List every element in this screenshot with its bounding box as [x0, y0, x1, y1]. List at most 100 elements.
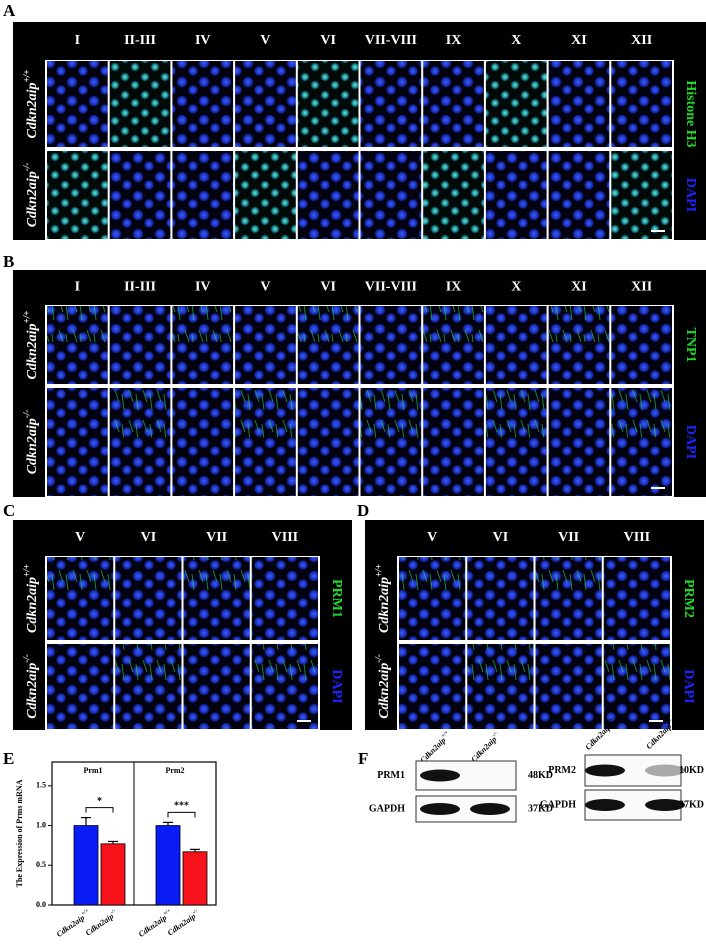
micrograph: [360, 61, 422, 147]
size-label: 37KD: [528, 803, 553, 814]
stain-label: PRM1: [329, 579, 344, 618]
micrograph: [548, 388, 610, 496]
y-axis-label: The Expression of Prms mRNA: [15, 779, 24, 887]
superscript: +/+: [81, 908, 91, 917]
stage-label: VII-VIII: [365, 280, 417, 295]
gene: Cdkn2aip: [25, 418, 40, 474]
bar: [73, 825, 99, 906]
stage-label: V: [427, 530, 437, 545]
blot-band: [420, 769, 460, 782]
stain-label: PRM2: [681, 579, 696, 618]
stage-label: VI: [320, 33, 336, 48]
micrograph: [548, 151, 610, 239]
stain-signal: [548, 306, 610, 342]
stain-signal: [47, 306, 108, 342]
significance-label: *: [97, 796, 102, 807]
blot-band: [420, 803, 460, 815]
stage-label: IV: [195, 33, 211, 48]
panel-label: C: [3, 501, 15, 520]
stain-signal: [251, 644, 318, 684]
genotype-label: Cdkn2aip-/-: [21, 410, 40, 475]
micrograph: [183, 644, 250, 729]
stage-label: V: [75, 530, 85, 545]
protein-label: GAPDH: [540, 799, 576, 810]
significance-label: ***: [174, 801, 189, 812]
stage-label: VII: [206, 530, 227, 545]
gene: Cdkn2aip: [166, 912, 197, 938]
stage-label: XII: [631, 280, 652, 295]
size-label: 48KD: [528, 770, 553, 781]
micrograph: [485, 151, 547, 239]
stain-signal: [109, 388, 171, 438]
gene: Cdkn2aip: [84, 912, 115, 938]
micrograph: [297, 61, 359, 147]
micrograph: [235, 61, 296, 147]
y-tick-label: 1.0: [36, 820, 46, 829]
micrograph: [47, 388, 108, 496]
micrograph: [603, 557, 670, 640]
micrograph: [485, 61, 547, 147]
micrograph: [611, 61, 672, 147]
stage-label: XI: [571, 33, 587, 48]
micrograph: [172, 61, 234, 147]
micrograph: [360, 306, 422, 384]
header-bar: [365, 520, 704, 556]
micrograph: [47, 61, 108, 147]
micrograph: [297, 151, 359, 239]
genotype-label: Cdkn2aip-/-: [373, 654, 392, 719]
stain-label: Histone H3: [683, 80, 698, 147]
stage-label: VIII: [624, 530, 650, 545]
header-bar: [13, 22, 706, 60]
superscript: +/+: [163, 908, 173, 917]
panel-label: D: [357, 501, 369, 520]
micrograph: [535, 644, 602, 729]
stain-signal: [485, 388, 547, 438]
superscript: -/-: [21, 410, 31, 419]
significance-bracket: [85, 807, 114, 813]
stain-label-bar: [320, 556, 352, 730]
micrograph: [611, 151, 672, 239]
counterstain-label: DAPI: [681, 669, 696, 703]
stain-signal: [535, 557, 602, 596]
gene: Cdkn2aip: [469, 735, 498, 764]
superscript: -/-: [491, 731, 499, 739]
counterstain-label: DAPI: [683, 425, 698, 459]
stage-label: IV: [195, 280, 211, 295]
superscript: -/-: [666, 718, 674, 726]
counterstain-label: DAPI: [683, 178, 698, 212]
gene: Cdkn2aip: [25, 577, 40, 633]
micrograph: [47, 644, 114, 729]
micrograph: [109, 306, 171, 384]
stain-label-bar: [672, 556, 704, 730]
blot-band: [645, 764, 685, 777]
genotype-label: Cdkn2aip+/+: [418, 730, 453, 765]
gene: Cdkn2aip: [25, 323, 40, 379]
stain-label-bar: [674, 60, 706, 240]
micrograph: [235, 151, 296, 239]
superscript: +/+: [21, 70, 31, 83]
stage-label: VIII: [272, 530, 298, 545]
stain-signal: [172, 306, 234, 342]
stage-label: I: [75, 280, 80, 295]
protein-label: PRM1: [377, 770, 405, 781]
micrograph: [423, 151, 484, 239]
stage-label: IX: [446, 280, 462, 295]
gene: Cdkn2aip: [377, 577, 392, 633]
stain-signal: [183, 557, 250, 596]
y-tick-label: 0.5: [36, 860, 46, 869]
superscript: -/-: [110, 908, 118, 916]
superscript: +/+: [605, 717, 614, 726]
bar: [155, 825, 181, 906]
stage-label: I: [75, 33, 80, 48]
stain-label-bar: [674, 305, 706, 497]
superscript: +/+: [440, 730, 449, 739]
scale-bar: [297, 720, 311, 722]
superscript: -/-: [373, 654, 383, 663]
micrograph: [423, 388, 484, 496]
stage-label: V: [260, 33, 270, 48]
micrograph: [47, 151, 108, 239]
blot-band: [645, 799, 685, 811]
stage-label: VII: [558, 530, 579, 545]
y-tick-label: 1.5: [36, 781, 46, 790]
blot-band: [585, 764, 625, 777]
